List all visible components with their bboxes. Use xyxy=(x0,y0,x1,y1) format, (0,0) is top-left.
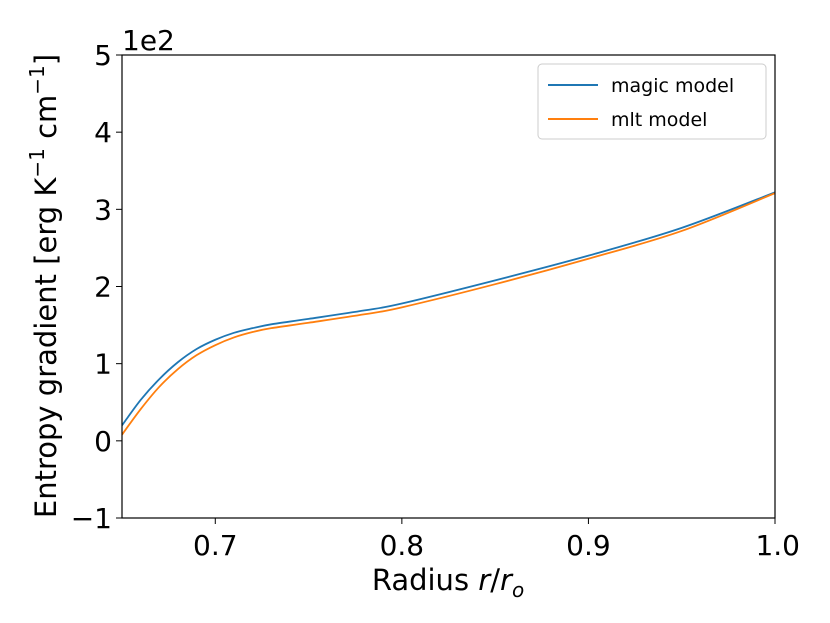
legend-label-magic-model: magic model xyxy=(611,75,734,97)
legend-box xyxy=(537,63,767,140)
x-axis-label: Radius r/ro xyxy=(372,563,524,602)
y-tick-label: 5 xyxy=(94,39,112,72)
y-tick-label: 4 xyxy=(94,116,112,149)
x-tick-label: 0.8 xyxy=(380,529,425,562)
y-tick-label: 2 xyxy=(94,271,112,304)
y-tick-label: 0 xyxy=(94,425,112,458)
y-multiplier-label: 1e2 xyxy=(122,24,175,57)
series-layer xyxy=(122,191,775,436)
legend: magic model mlt model xyxy=(537,63,767,140)
series-line-magic-model xyxy=(122,191,775,426)
y-axis: −1 0 1 2 3 4 5 xyxy=(71,39,122,535)
y-tick-label: 1 xyxy=(94,348,112,381)
x-axis: 0.7 0.8 0.9 1.0 xyxy=(193,518,800,562)
x-tick-label: 1.0 xyxy=(755,529,800,562)
x-tick-label: 0.9 xyxy=(566,529,611,562)
x-tick-label: 0.7 xyxy=(193,529,238,562)
y-axis-label: Entropy gradient [erg K−1 cm−1] xyxy=(25,54,63,518)
y-tick-label: −1 xyxy=(71,502,112,535)
series-line-mlt-model xyxy=(122,192,775,436)
y-tick-label: 3 xyxy=(94,193,112,226)
legend-label-mlt-model: mlt model xyxy=(611,109,707,131)
